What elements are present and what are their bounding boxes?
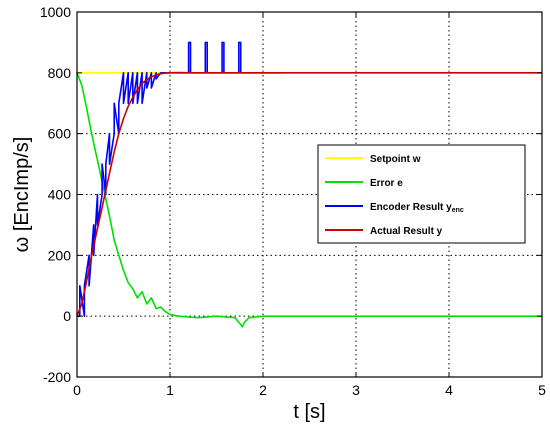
- y-axis-label: ω [EncImp/s]: [11, 137, 33, 253]
- y-tick-label: 200: [48, 247, 72, 263]
- y-tick-label: 0: [63, 308, 71, 324]
- legend-label: Actual Result y: [370, 226, 443, 237]
- y-tick-label: -200: [43, 369, 71, 385]
- x-axis-label: t [s]: [293, 401, 325, 423]
- y-tick-label: 600: [48, 126, 72, 142]
- x-tick-label: 1: [166, 382, 174, 398]
- series-layer: [76, 41, 542, 328]
- x-tick-label: 3: [352, 382, 360, 398]
- y-tick-label: 1000: [40, 4, 71, 20]
- y-tick-label: 400: [48, 187, 72, 203]
- x-tick-label: 5: [538, 382, 546, 398]
- legend-label: Setpoint w: [370, 154, 421, 165]
- x-tick-label: 4: [445, 382, 453, 398]
- x-tick-label: 0: [73, 382, 81, 398]
- legend: Setpoint w Error e Encoder Result yenc Actu…: [317, 144, 526, 244]
- legend-label: Error e: [370, 178, 403, 189]
- series-line-3: [77, 41, 282, 318]
- x-tick-label: 2: [259, 382, 267, 398]
- legend-label: Encoder Result yenc: [370, 202, 464, 214]
- y-tick-label: 800: [48, 65, 72, 81]
- series-line-4: [76, 71, 542, 317]
- legend-box: [317, 144, 526, 244]
